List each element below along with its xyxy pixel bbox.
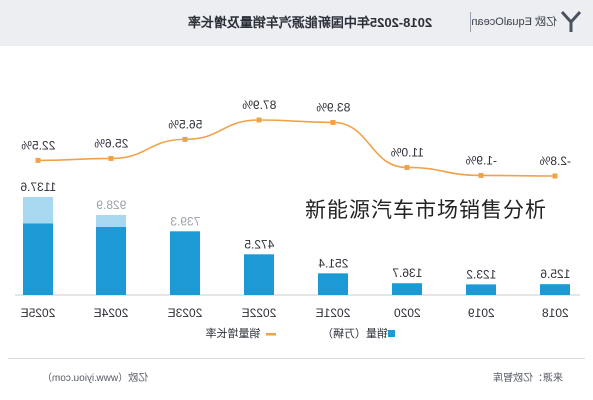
header-bar: 亿欧 EqualOcean 2018-2025年中国新能源汽车销量及增长率 (0, 0, 593, 46)
x-tick-label: 2025E (21, 306, 56, 320)
x-tick-label: 2019 (468, 306, 495, 320)
bar-2025E (23, 223, 53, 295)
x-tick-label: 2020 (394, 306, 421, 320)
growth-rate-line (37, 119, 556, 177)
footer-source: 来源：亿欧智库 (493, 373, 563, 384)
bar-2023E (170, 231, 200, 295)
brand-name: 亿欧 EqualOcean (471, 16, 557, 28)
bar-value-label: 1137.6 (20, 180, 56, 194)
bar-2020 (392, 283, 422, 295)
footer-divider (8, 358, 585, 359)
equalocean-logo-icon (560, 10, 582, 32)
growth-value-label: -1.9% (465, 153, 497, 167)
chart-area: 125.6 2018 123.2 2019 136.7 2020 251.4 2021E 472… (0, 46, 593, 366)
footer-site: 亿欧（www.iyiou.com） (41, 373, 149, 384)
growth-point (35, 157, 41, 163)
legend-bar-label: 销量（万辆） (322, 326, 388, 340)
bar-2018 (540, 284, 570, 295)
bar-2024E (96, 226, 126, 295)
bar-2022E (244, 254, 274, 295)
growth-point (552, 173, 558, 179)
legend-line-swatch (266, 333, 276, 336)
x-tick-label: 2023E (168, 306, 203, 320)
bar-value-label: 136.7 (392, 266, 422, 280)
bar-value-label: 928.9 (96, 198, 126, 212)
growth-point (330, 119, 336, 125)
growth-value-label: 22.5% (21, 138, 55, 152)
growth-value-label: 56.5% (168, 117, 202, 131)
legend-line-label: 销量增长率 (206, 326, 261, 340)
bar-forecast-segment (23, 197, 53, 224)
x-tick-label: 2021E (316, 306, 351, 320)
sales-growth-chart: 125.6 2018 123.2 2019 136.7 2020 251.4 2021E 472… (15, 98, 580, 340)
bar-value-label: 739.3 (170, 214, 200, 228)
bar-value-label: 472.5 (244, 237, 274, 251)
bar-2021E (318, 273, 348, 295)
growth-value-label: -2.8% (539, 154, 571, 168)
header-divider (470, 12, 471, 32)
growth-value-label: 83.9% (316, 100, 350, 114)
growth-point (182, 136, 188, 142)
growth-point (108, 155, 114, 161)
x-tick-label: 2024E (94, 306, 129, 320)
bar-value-label: 251.4 (318, 256, 348, 270)
x-tick-label: 2022E (242, 306, 277, 320)
growth-point (404, 164, 410, 170)
growth-value-label: 11.0% (390, 145, 423, 159)
bar-value-label: 123.2 (466, 267, 496, 281)
legend-bar-swatch (388, 330, 395, 337)
growth-value-label: 25.6% (94, 136, 128, 150)
bar-forecast-segment (96, 214, 126, 227)
bar-2019 (466, 284, 496, 295)
x-tick-label: 2018 (542, 306, 569, 320)
chart-title: 2018-2025年中国新能源汽车销量及增长率 (187, 15, 433, 30)
bar-value-label: 125.6 (540, 267, 570, 281)
growth-point (478, 172, 484, 178)
overlay-caption: 新能源汽车市场销售分析 (305, 192, 593, 228)
growth-point (256, 117, 262, 123)
growth-value-label: 87.9% (242, 98, 276, 112)
